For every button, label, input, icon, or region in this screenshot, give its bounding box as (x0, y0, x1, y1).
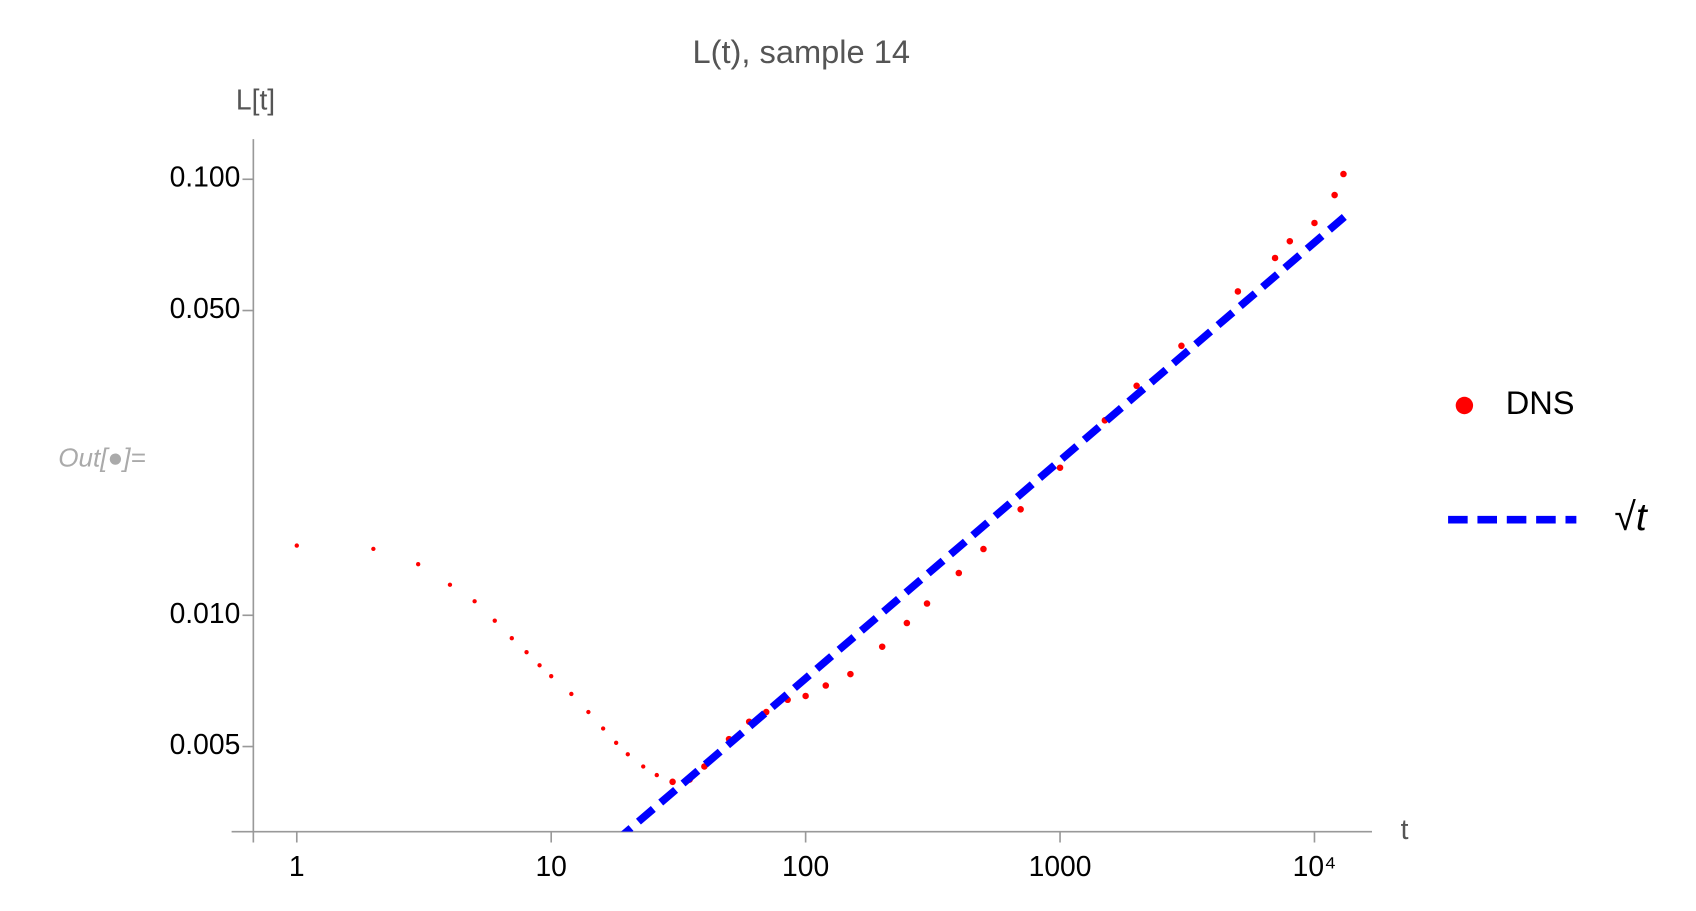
data-point (625, 752, 630, 757)
data-point (669, 778, 676, 786)
data-point (1311, 219, 1318, 227)
data-point (509, 636, 514, 641)
data-point (415, 561, 421, 567)
data-point (600, 726, 606, 731)
x-axis-label: t (1401, 813, 1409, 845)
y-tick-label: 0.050 (170, 292, 241, 324)
data-point (1056, 464, 1064, 471)
data-point (1133, 382, 1140, 390)
data-point (641, 764, 646, 769)
legend-label: DNS (1506, 384, 1575, 421)
chart-title: L(t), sample 14 (693, 33, 911, 70)
data-point (1286, 237, 1294, 245)
x-tick-label: 1 (289, 850, 305, 882)
data-point (903, 619, 911, 627)
data-point (447, 582, 453, 587)
data-point (923, 600, 931, 607)
data-point (1271, 254, 1279, 262)
y-tick-label: 0.100 (170, 161, 241, 193)
data-point (472, 599, 477, 604)
data-point (822, 682, 830, 689)
y-axis-label: L[t] (236, 84, 275, 116)
data-point (1178, 342, 1185, 350)
data-point (371, 546, 376, 552)
x-tick-label: 1000 (1029, 850, 1092, 882)
data-point (878, 643, 886, 650)
plot-area (294, 170, 1351, 832)
y-tick-label: 0.010 (170, 597, 241, 629)
data-point (955, 569, 963, 577)
legend-label: √t (1614, 496, 1648, 539)
data-point (549, 674, 554, 679)
data-point (1017, 506, 1024, 513)
x-tick-label: 10 (535, 850, 566, 882)
data-point (802, 692, 809, 700)
data-point (524, 649, 529, 655)
data-point (1331, 191, 1338, 199)
data-point (586, 709, 591, 715)
x-tick-label: 10⁴ (1293, 850, 1337, 882)
data-point (613, 740, 619, 745)
data-point (980, 545, 987, 553)
data-point (1234, 288, 1242, 295)
legend-marker (1455, 396, 1474, 415)
data-point (537, 663, 542, 668)
data-point (294, 543, 299, 548)
data-point (569, 691, 574, 697)
y-tick-label: 0.005 (170, 728, 241, 760)
data-point (847, 670, 854, 678)
output-label: Out[●]= (58, 443, 146, 473)
data-point (492, 618, 497, 623)
fit-line (620, 211, 1351, 832)
x-tick-label: 100 (782, 850, 829, 882)
data-point (654, 772, 659, 778)
data-point (1340, 170, 1347, 178)
